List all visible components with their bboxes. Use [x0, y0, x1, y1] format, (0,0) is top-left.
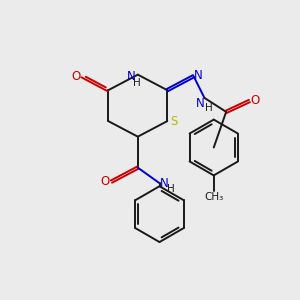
- Text: N: N: [126, 70, 135, 83]
- Text: H: H: [167, 184, 174, 194]
- Text: O: O: [251, 94, 260, 107]
- Text: H: H: [205, 103, 212, 113]
- Text: N: N: [194, 69, 203, 82]
- Text: O: O: [101, 175, 110, 188]
- Text: O: O: [71, 70, 81, 83]
- Text: N: N: [160, 177, 169, 190]
- Text: CH₃: CH₃: [204, 192, 224, 202]
- Text: S: S: [171, 115, 178, 128]
- Text: N: N: [196, 98, 205, 110]
- Text: H: H: [133, 78, 141, 88]
